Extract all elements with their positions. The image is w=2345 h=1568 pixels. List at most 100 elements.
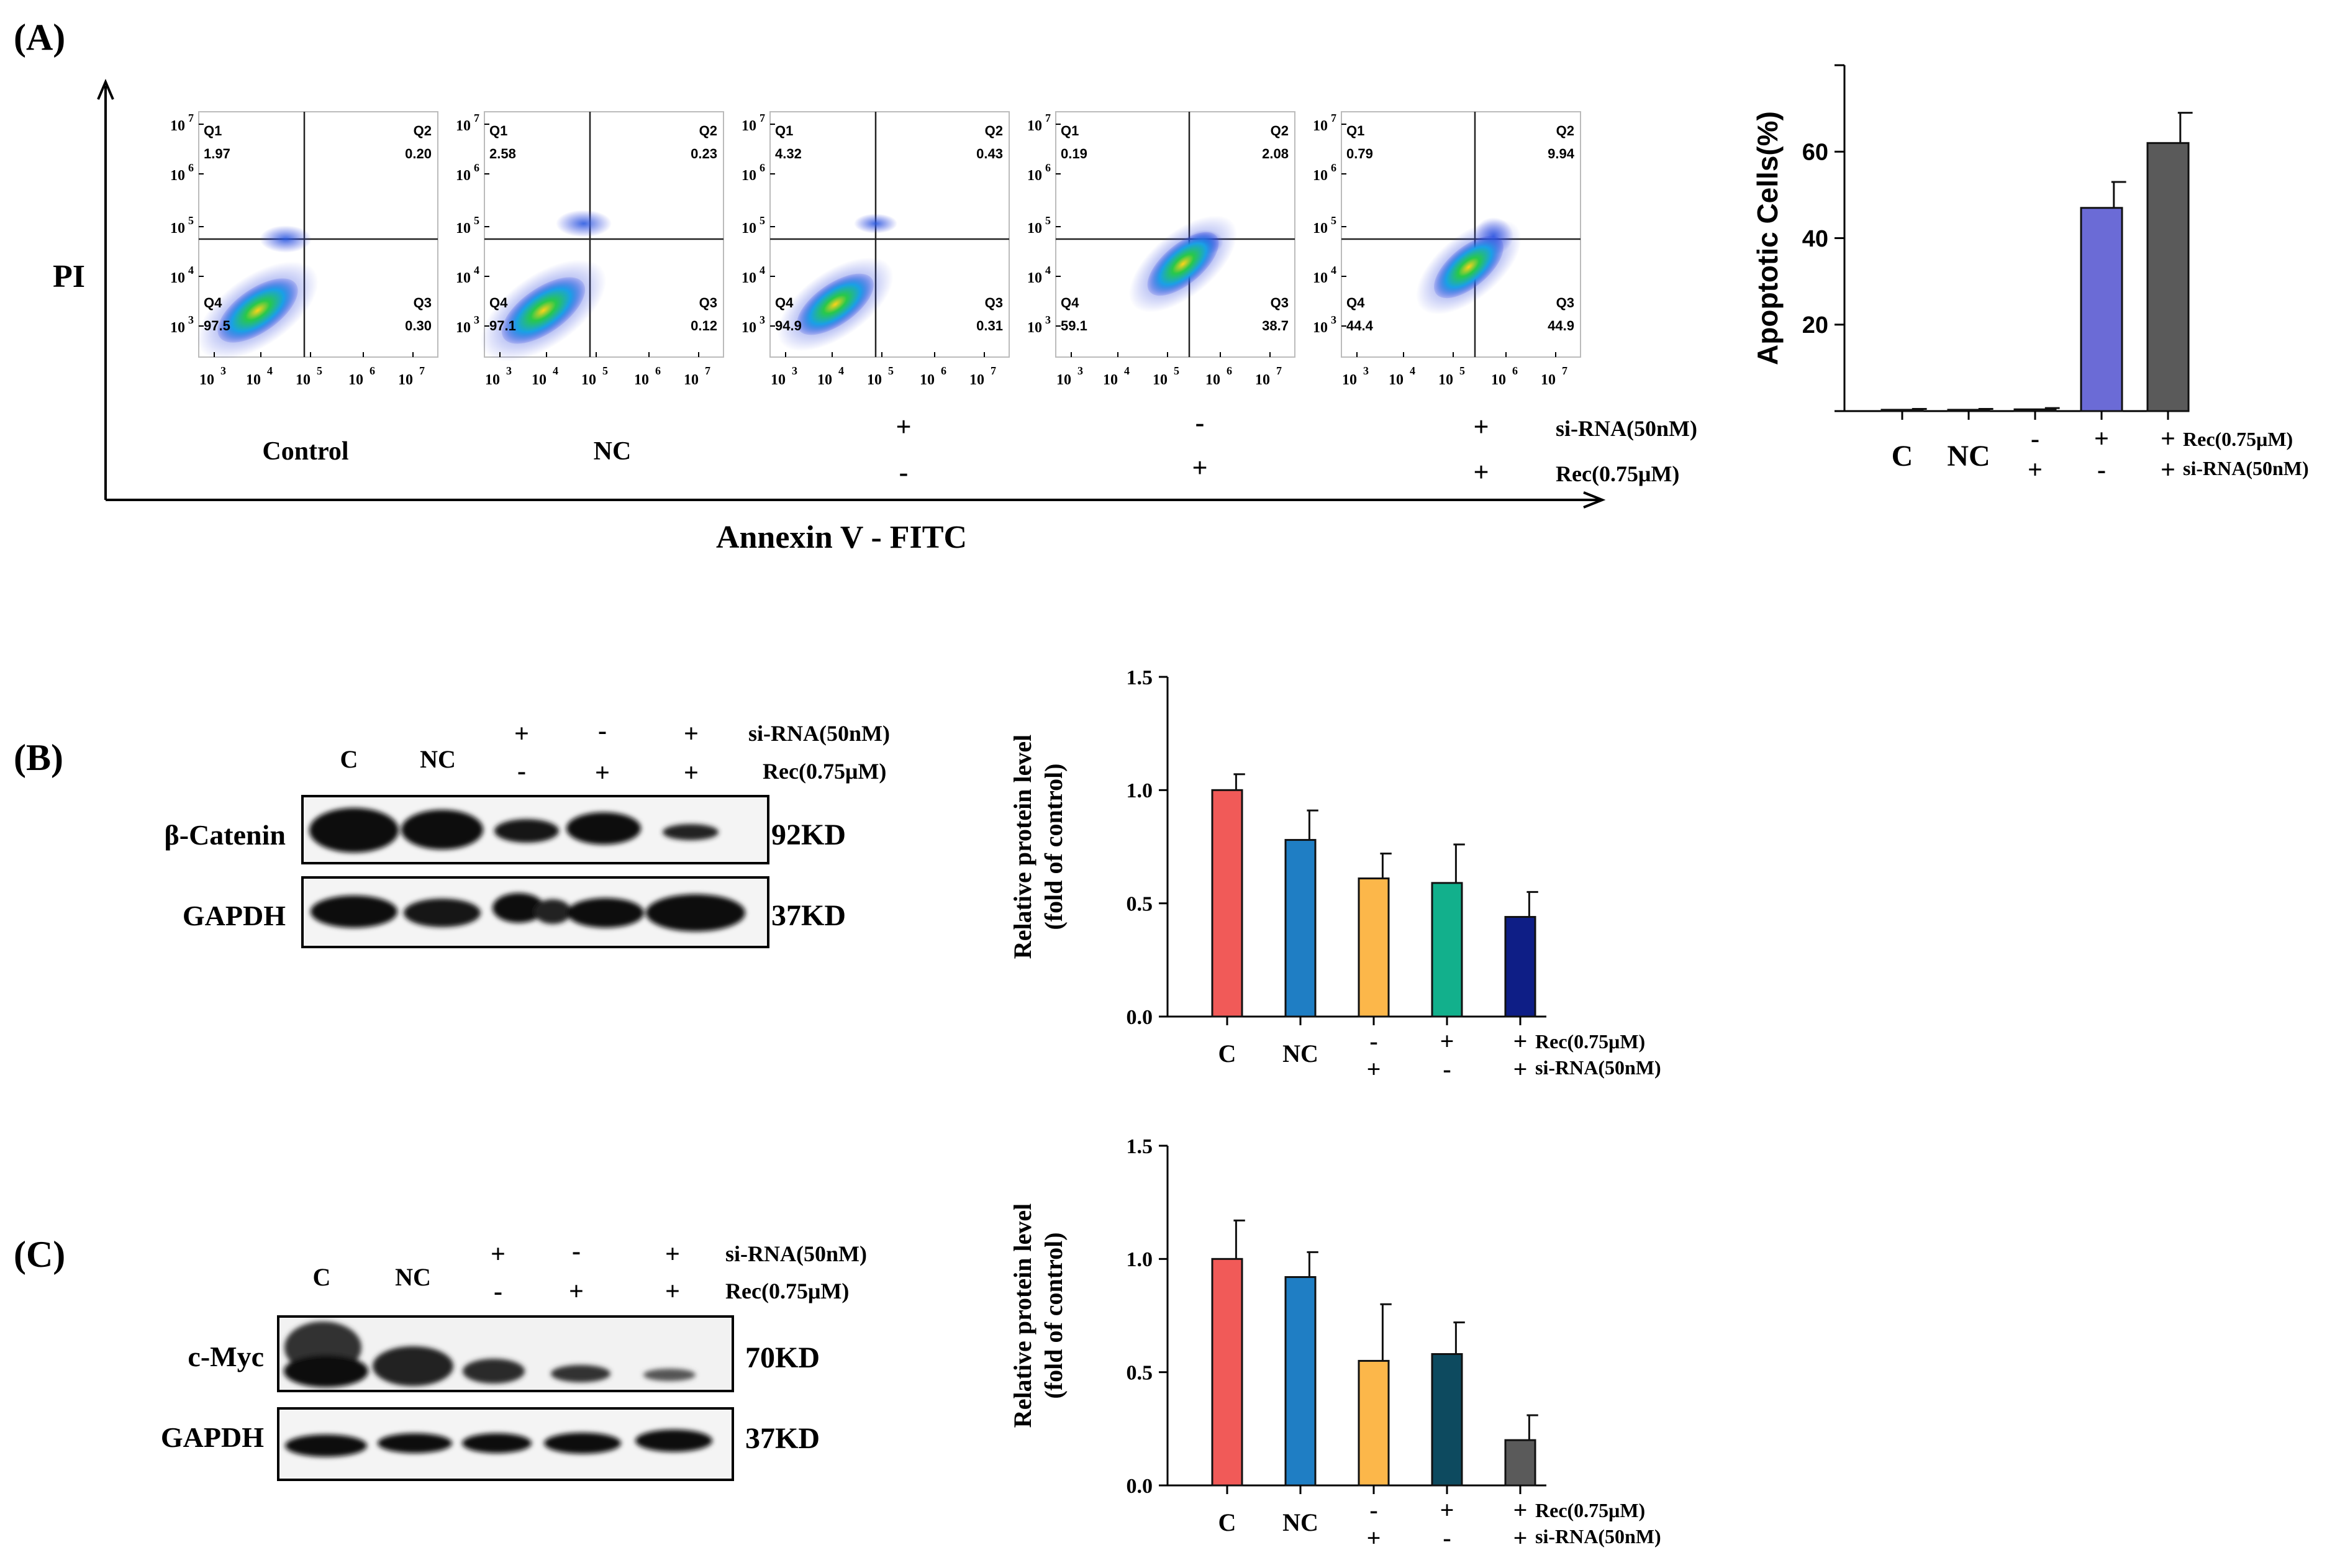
flow-rec-sign-5: +: [1473, 457, 1489, 487]
flow-q1-name: Q1: [1346, 123, 1364, 138]
blot-b-rec-sign-1: -: [517, 757, 526, 786]
flow-sparse-population: [556, 210, 612, 237]
chart-bar-5: [1504, 1439, 1536, 1487]
chart-y-tick-label: 40: [1802, 226, 1828, 252]
flow-y-tick-exponent: 6: [1045, 161, 1051, 174]
flow-q3-name: Q3: [1556, 295, 1574, 310]
flow-y-tick-label: 10: [1027, 220, 1042, 237]
flow-y-tick-label: 10: [456, 118, 471, 134]
flow-x-tick-exponent: 5: [317, 365, 322, 377]
flow-x-tick-label: 10: [920, 372, 935, 388]
flow-y-tick-exponent: 6: [760, 161, 765, 174]
flow-x-tick-label: 10: [1153, 372, 1168, 388]
blot-c-band-name-1: c-Myc: [188, 1341, 264, 1372]
chart-sirna-sign: +: [1513, 1524, 1528, 1552]
chart-y-tick-label: 1.0: [1127, 1248, 1153, 1271]
flow-q4-name: Q4: [489, 295, 508, 310]
chart-sirna-sign: +: [2161, 456, 2175, 484]
flow-sirna-sign-3: +: [896, 412, 911, 442]
flow-q4-value: 44.4: [1346, 318, 1374, 333]
flow-y-tick-label: 10: [456, 320, 471, 336]
blot-b-sirna-label: si-RNA(50nM): [748, 721, 890, 746]
chart-x-label: NC: [1947, 440, 1990, 473]
blot-c-band-size-1: 70KD: [745, 1341, 820, 1374]
flow-x-tick-exponent: 7: [1276, 365, 1282, 377]
chart-bar-3: [1358, 1359, 1390, 1487]
blot-c-lane-c: C: [313, 1263, 331, 1291]
flow-x-tick-exponent: 6: [1512, 365, 1518, 377]
chart-bar-1: [1211, 1258, 1243, 1487]
blot-b-band-size-1: 92KD: [771, 818, 846, 851]
chart-bar-3: [1358, 877, 1390, 1018]
chart-y-tick-label: 0.5: [1127, 893, 1153, 916]
flow-q2-name: Q2: [699, 123, 717, 138]
chart-bar-4: [2080, 207, 2123, 412]
chart-sirna-sign: -: [1443, 1524, 1451, 1552]
flow-y-tick-exponent: 6: [188, 161, 194, 174]
flow-y-tick-label: 10: [742, 320, 756, 336]
flow-x-tick-label: 10: [969, 372, 984, 388]
chart-bar-4: [1431, 882, 1463, 1018]
flow-y-tick-exponent: 7: [474, 112, 479, 124]
flow-x-tick-exponent: 7: [705, 365, 710, 377]
chart-x-label: NC: [1282, 1040, 1318, 1067]
blot-b-sirna-sign-3: +: [684, 720, 699, 748]
flow-y-tick-label: 10: [1027, 168, 1042, 184]
chart-y-tick-label: 20: [1802, 312, 1828, 338]
chart-x-label: C: [1218, 1040, 1236, 1067]
flow-x-tick-label: 10: [867, 372, 882, 388]
flow-q1-name: Q1: [204, 123, 222, 138]
chart-x-label: NC: [1282, 1508, 1318, 1536]
flow-x-tick-label: 10: [485, 372, 500, 388]
flow-x-tick-exponent: 5: [888, 365, 894, 377]
chart-sirna-sign: -: [1443, 1055, 1451, 1083]
flow-q2-name: Q2: [985, 123, 1003, 138]
flow-y-tick-label: 10: [742, 168, 756, 184]
blot-c-bands-2: [285, 1430, 712, 1457]
flow-y-tick-exponent: 7: [188, 112, 194, 124]
flow-y-tick-exponent: 6: [1331, 161, 1336, 174]
flow-x-tick-label: 10: [246, 372, 261, 388]
flow-y-tick-exponent: 4: [188, 264, 194, 276]
flow-y-tick-exponent: 5: [760, 214, 765, 227]
blot-b-lane-c: C: [340, 745, 358, 773]
flow-q4-name: Q4: [1346, 295, 1365, 310]
blot-c-sirna-sign-3: +: [665, 1240, 680, 1269]
flow-q2-value: 0.20: [405, 146, 432, 161]
flow-x-tick-label: 10: [1541, 372, 1556, 388]
flow-y-tick-label: 10: [1313, 320, 1328, 336]
flow-q1-value: 1.97: [204, 146, 230, 161]
flow-y-tick-exponent: 5: [474, 214, 479, 227]
flow-q4-value: 59.1: [1061, 318, 1087, 333]
chart-y-tick-label: 0.0: [1127, 1475, 1153, 1498]
flow-group-control: Control: [262, 437, 348, 466]
flow-x-tick-exponent: 6: [370, 365, 375, 377]
flow-x-tick-exponent: 3: [1363, 365, 1369, 377]
flow-axes: [97, 78, 1606, 509]
chart-bar-5: [2146, 142, 2190, 412]
chart-bar-1: [1880, 409, 1924, 412]
flow-y-tick-exponent: 3: [188, 314, 194, 326]
flow-x-tick-exponent: 7: [419, 365, 425, 377]
flow-y-tick-exponent: 3: [474, 314, 479, 326]
flow-x-tick-exponent: 4: [267, 365, 273, 377]
flow-y-tick-label: 10: [742, 220, 756, 237]
flow-y-tick-label: 10: [170, 118, 185, 134]
flow-x-tick-exponent: 7: [1562, 365, 1567, 377]
blot-c-rec-sign-2: +: [569, 1277, 584, 1306]
blot-b-sirna-sign-2: -: [598, 717, 607, 745]
flow-q1-name: Q1: [1061, 123, 1079, 138]
flow-x-tick-label: 10: [1205, 372, 1220, 388]
chart-rec-label: Rec(0.75μM): [2183, 428, 2293, 450]
flow-q4-value: 94.9: [775, 318, 802, 333]
flow-density-cluster: [1147, 232, 1219, 296]
flow-y-tick-exponent: 3: [1331, 314, 1336, 326]
flow-y-tick-exponent: 6: [474, 161, 479, 174]
flow-q2-value: 9.94: [1548, 146, 1575, 161]
flow-y-tick-exponent: 3: [760, 314, 765, 326]
flow-x-tick-label: 10: [1491, 372, 1506, 388]
